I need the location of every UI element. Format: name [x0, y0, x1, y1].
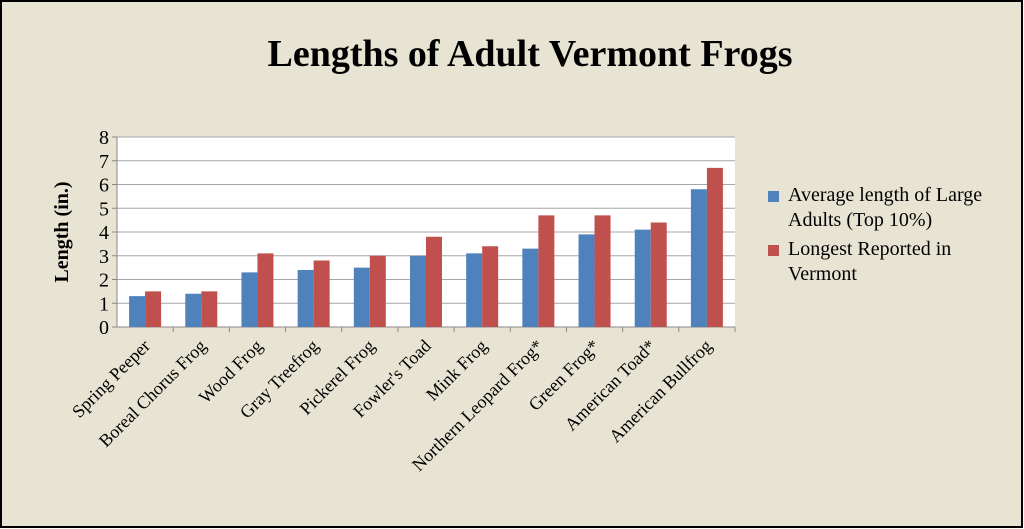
legend-label: Longest Reported in Vermont [788, 238, 952, 285]
legend-item: Average length of Large Adults (Top 10%) [768, 183, 1008, 233]
y-tick-label: 0 [99, 317, 109, 339]
bar [522, 248, 539, 327]
bar [201, 291, 218, 327]
bar [145, 291, 162, 327]
bar [578, 234, 595, 327]
bar [257, 253, 274, 327]
legend-swatch [768, 191, 779, 202]
bar [706, 167, 723, 327]
legend-label: Average length of Large Adults (Top 10%) [788, 184, 983, 231]
bar [297, 270, 314, 327]
y-tick-label: 6 [99, 175, 109, 197]
bar [690, 189, 707, 327]
legend-item: Longest Reported in Vermont [768, 237, 1008, 287]
y-axis-label: Length (in.) [51, 181, 73, 282]
bar [353, 267, 370, 327]
y-tick-label: 1 [99, 293, 109, 315]
bar [129, 296, 146, 327]
bar [313, 260, 330, 327]
legend: Average length of Large Adults (Top 10%)… [768, 183, 1008, 291]
y-tick-label: 3 [99, 246, 109, 268]
bar [426, 236, 442, 327]
bar [185, 293, 202, 327]
chart-title: Lengths of Adult Vermont Frogs [267, 33, 792, 75]
bar [634, 229, 651, 327]
bar [466, 253, 483, 327]
bar [538, 215, 555, 327]
bar [594, 215, 611, 327]
bar [650, 222, 667, 327]
bar [410, 255, 426, 327]
legend-swatch [768, 245, 779, 256]
y-tick-label: 4 [99, 222, 109, 244]
bar [241, 272, 258, 327]
bar [369, 255, 386, 327]
bar [482, 246, 499, 327]
y-tick-label: 2 [99, 270, 109, 292]
y-tick-label: 7 [99, 151, 109, 173]
y-tick-label: 8 [99, 127, 109, 149]
y-tick-label: 5 [99, 198, 109, 220]
